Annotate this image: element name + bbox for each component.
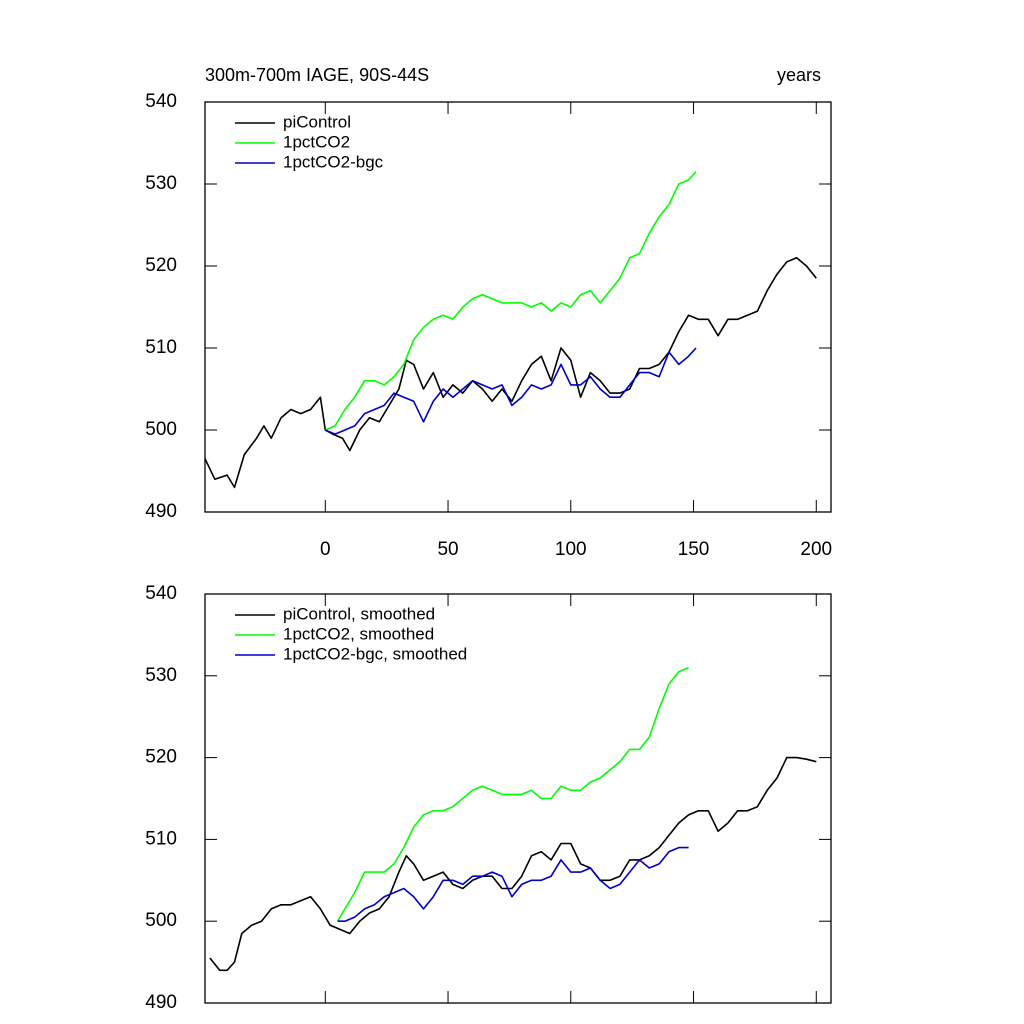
x-tick-label: 50 [437, 539, 458, 560]
panel: 300m-700m IAGE, 90S-44S years490500510520… [145, 65, 832, 560]
y-tick-label: 510 [145, 828, 177, 849]
series-line [337, 846, 689, 922]
y-tick-label: 500 [145, 910, 177, 931]
legend-label: 1pctCO2-bgc, smoothed [283, 644, 467, 663]
y-tick-label: 540 [145, 583, 177, 604]
series-line [324, 171, 697, 431]
y-tick-label: 540 [145, 91, 177, 112]
legend-label: piControl [283, 112, 351, 131]
series-line [209, 756, 817, 972]
y-tick-label: 490 [145, 501, 177, 522]
series-line [324, 347, 697, 435]
y-tick-label: 530 [145, 665, 177, 686]
y-tick-label: 530 [145, 173, 177, 194]
chart-title: 300m-700m IAGE, 90S-44S [205, 65, 429, 85]
legend-label: piControl, smoothed [283, 604, 435, 623]
series-line [204, 257, 817, 489]
y-tick-label: 500 [145, 419, 177, 440]
x-axis-unit: years [777, 65, 821, 85]
legend-label: 1pctCO2, smoothed [283, 624, 434, 643]
y-tick-label: 520 [145, 747, 177, 768]
legend-label: 1pctCO2-bgc [283, 152, 384, 171]
series-line [336, 666, 689, 922]
x-tick-label: 200 [800, 539, 832, 560]
legend-label: 1pctCO2 [283, 132, 350, 151]
y-tick-label: 520 [145, 255, 177, 276]
y-tick-label: 510 [145, 337, 177, 358]
x-tick-label: 0 [320, 539, 331, 560]
plot-frame [204, 593, 832, 1004]
x-tick-label: 100 [555, 539, 587, 560]
y-tick-label: 490 [145, 992, 177, 1013]
x-tick-label: 150 [678, 539, 710, 560]
plot-frame [204, 101, 832, 513]
